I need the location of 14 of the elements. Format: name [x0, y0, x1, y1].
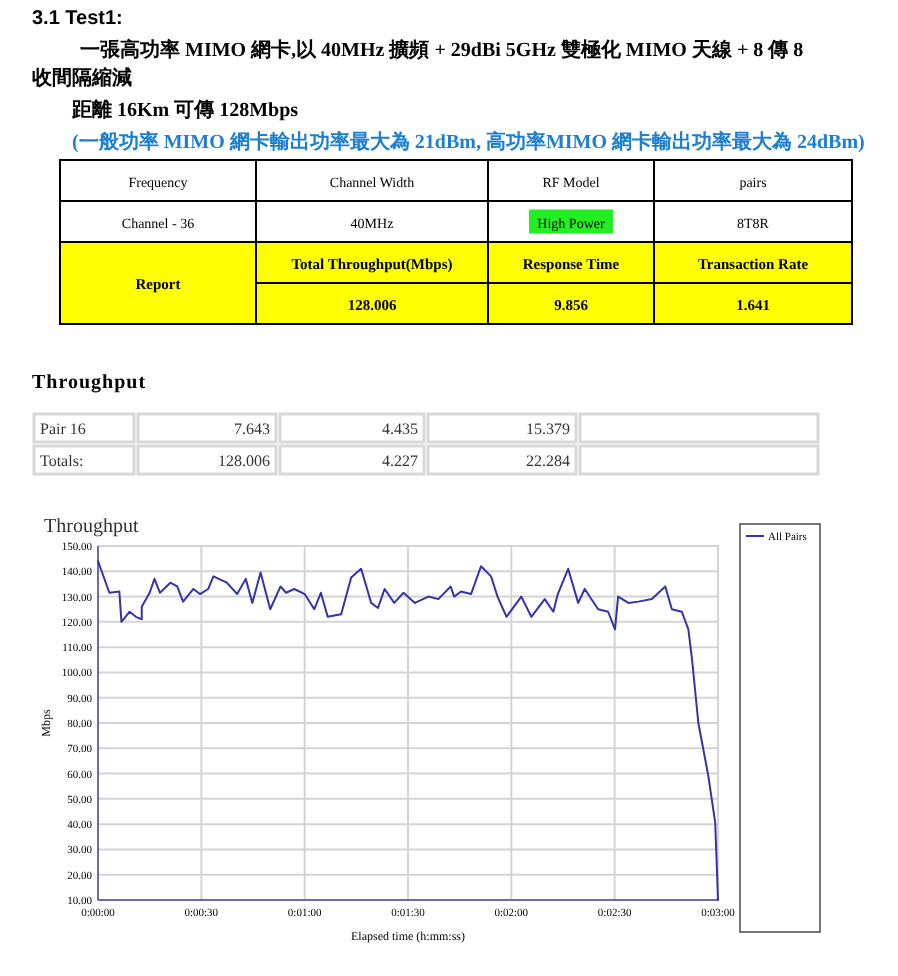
text: 128.006 [218, 452, 270, 470]
text: 一張高功率 MIMO 網卡,以 40MHz 擴頻 + 29dBi 5GHz 雙極化 MIMO 天線 + 8 傳 8 收間隔縮減 [32, 38, 804, 90]
text: 7.643 [234, 420, 270, 438]
text: 距離 16Km 可傳 128Mbps [70, 98, 299, 122]
text: Pair 16 [40, 420, 86, 438]
text: 4.227 [382, 452, 418, 470]
text: 15.379 [526, 420, 570, 438]
text: 4.435 [382, 420, 418, 438]
chart-title: Throughput [44, 516, 139, 538]
text: Totals: [40, 452, 84, 470]
text: 22.284 [526, 452, 570, 470]
text: 3.1 Test1: [32, 8, 123, 30]
text: Throughput [32, 372, 147, 394]
text: (一般功率 MIMO 網卡輸出功率最大為 21dBm, 高功率MIMO 網卡輸出功率最大為 24dBm) [72, 130, 865, 154]
